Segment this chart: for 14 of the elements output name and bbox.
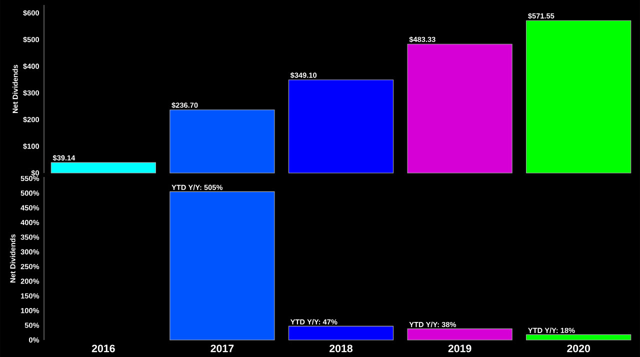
x-tick-label: 2018 xyxy=(330,344,353,352)
bar xyxy=(170,110,275,174)
bar xyxy=(407,44,512,174)
x-tick-label: 2019 xyxy=(448,344,472,352)
bar xyxy=(288,326,394,340)
bar xyxy=(170,191,275,340)
x-tick-label: 2017 xyxy=(210,344,234,352)
bar xyxy=(526,334,632,340)
bar xyxy=(526,20,632,174)
bar xyxy=(407,328,512,340)
x-tick-label: 2020 xyxy=(567,344,590,352)
bar xyxy=(288,80,394,174)
x-tick-label: 2016 xyxy=(92,344,115,352)
bar xyxy=(50,162,156,174)
